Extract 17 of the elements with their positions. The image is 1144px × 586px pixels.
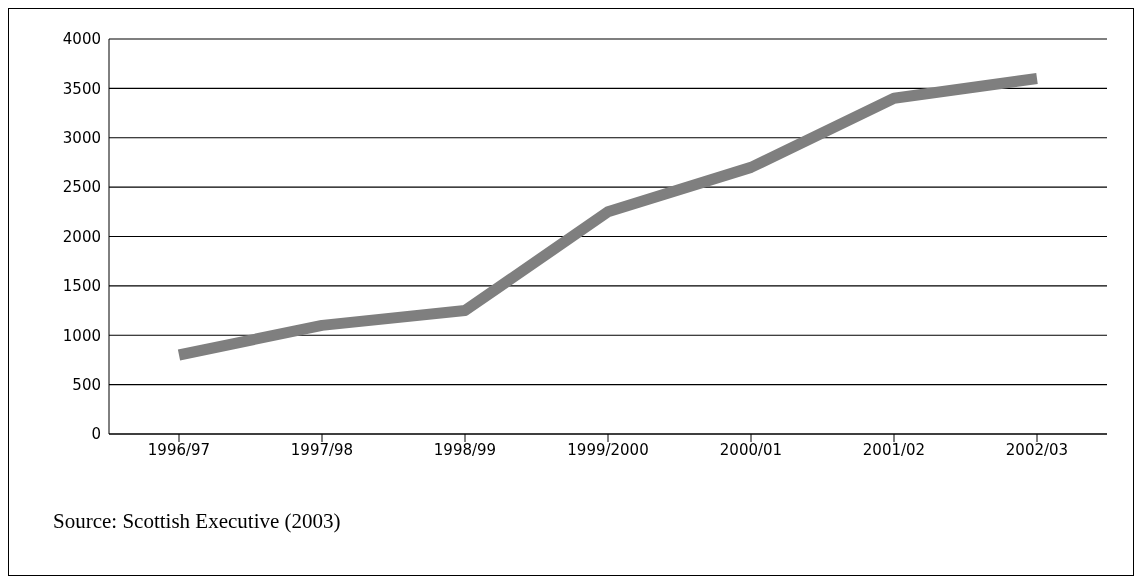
y-tick-label: 4000	[62, 30, 101, 49]
x-tick-label: 1998/99	[433, 440, 497, 459]
source-note: Source: Scottish Executive (2003)	[53, 509, 341, 534]
x-tick-label: 1997/98	[290, 440, 354, 459]
y-tick-label: 1500	[62, 277, 101, 296]
y-tick-label: 2000	[62, 227, 101, 246]
y-tick-label: 1000	[62, 326, 101, 345]
y-tick-label: 0	[91, 425, 101, 444]
y-tick-label: 3000	[62, 129, 101, 148]
y-tick-label: 3500	[62, 79, 101, 98]
x-tick-label: 2001/02	[862, 440, 926, 459]
y-tick-label: 500	[72, 375, 101, 394]
x-tick-label: 1999/2000	[567, 440, 649, 459]
x-tick-label: 2002/03	[1005, 440, 1069, 459]
x-tick-label: 1996/97	[147, 440, 211, 459]
y-tick-label: 2500	[62, 178, 101, 197]
x-tick-label: 2000/01	[719, 440, 783, 459]
